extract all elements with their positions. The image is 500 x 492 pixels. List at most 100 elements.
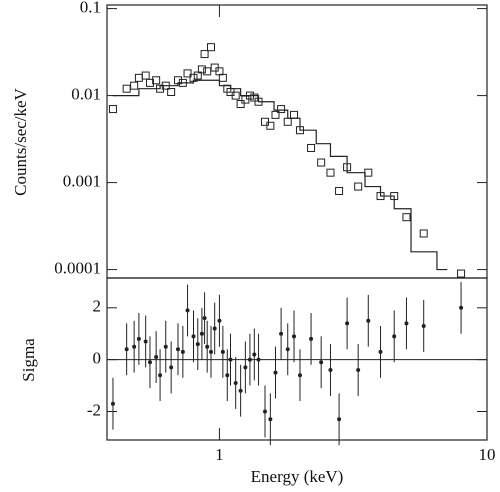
data-point: [231, 91, 240, 100]
residual-point: [185, 308, 190, 313]
residual-point: [292, 334, 297, 339]
data-point: [266, 121, 275, 130]
data-point: [457, 269, 466, 278]
residual-point: [459, 305, 464, 310]
residual-point: [247, 357, 252, 362]
residual-point: [209, 349, 214, 354]
data-point: [250, 93, 259, 102]
data-point: [317, 158, 326, 167]
residual-point: [143, 339, 148, 344]
plot-frame: [106, 4, 488, 279]
data-point: [307, 143, 316, 152]
data-point: [283, 117, 292, 126]
data-point: [364, 168, 373, 177]
y-tick-label: 0.01: [71, 84, 101, 103]
residual-point: [158, 373, 163, 378]
residual-point: [175, 347, 180, 352]
residual-point: [110, 401, 115, 406]
x-tick-label: 10: [479, 445, 496, 464]
data-point: [189, 73, 198, 82]
residual-point: [328, 368, 333, 373]
data-point: [161, 81, 170, 90]
data-point: [173, 76, 182, 85]
data-point: [326, 168, 335, 177]
data-point: [134, 73, 143, 82]
data-point: [343, 163, 352, 172]
data-point: [271, 110, 280, 119]
data-point: [419, 229, 428, 238]
residual-point: [268, 417, 273, 422]
data-point: [354, 182, 363, 191]
residual-point: [136, 336, 141, 341]
residual-point: [202, 316, 207, 321]
data-point: [245, 91, 254, 100]
data-point: [335, 187, 344, 196]
data-point: [193, 71, 202, 80]
residual-point: [252, 352, 257, 357]
data-point: [290, 110, 299, 119]
data-point: [236, 100, 245, 109]
residual-point: [297, 373, 302, 378]
plot-frame: [106, 277, 488, 441]
data-point: [145, 78, 154, 87]
data-point: [277, 105, 286, 114]
data-point: [207, 43, 216, 52]
residual-point: [319, 360, 324, 365]
data-point: [197, 65, 206, 74]
residual-point: [132, 344, 137, 349]
residual-point: [378, 349, 383, 354]
residual-point: [273, 370, 278, 375]
residual-point: [285, 347, 290, 352]
data-point: [200, 50, 209, 59]
residual-point: [337, 417, 342, 422]
residual-point: [392, 334, 397, 339]
y-axis-label: Counts/sec/keV: [11, 87, 30, 195]
residual-point: [205, 344, 210, 349]
residual-point: [279, 331, 284, 336]
y-tick-label: 0.1: [80, 0, 101, 17]
residual-point: [421, 323, 426, 328]
residual-point: [124, 347, 129, 352]
data-point: [402, 213, 411, 222]
residual-point: [366, 318, 371, 323]
residual-point: [225, 373, 230, 378]
data-point: [130, 81, 139, 90]
residual-point: [180, 349, 185, 354]
y-tick-label: 0: [93, 349, 102, 368]
data-point: [152, 76, 161, 85]
residual-point: [243, 365, 248, 370]
y-tick-label: 0.001: [63, 171, 101, 190]
model-step: [112, 79, 448, 271]
residual-point: [256, 357, 261, 362]
residual-point: [212, 326, 217, 331]
residual-point: [195, 342, 200, 347]
residual-point: [228, 357, 233, 362]
residual-point: [220, 349, 225, 354]
data-point: [183, 69, 192, 78]
residual-point: [191, 334, 196, 339]
data-point: [295, 126, 304, 135]
residual-point: [147, 360, 152, 365]
data-point: [390, 192, 399, 201]
y-axis-label: Sigma: [19, 338, 38, 382]
residual-point: [404, 321, 409, 326]
data-point: [376, 192, 385, 201]
x-axis-label: Energy (keV): [251, 467, 344, 486]
residual-point: [345, 321, 350, 326]
data-point: [122, 84, 131, 93]
data-point: [167, 87, 176, 96]
residual-point: [199, 331, 204, 336]
y-tick-label: -2: [87, 400, 101, 419]
data-point: [178, 78, 187, 87]
data-point: [218, 73, 227, 82]
residual-point: [154, 355, 159, 360]
residual-point: [217, 318, 222, 323]
residual-point: [262, 409, 267, 414]
residual-point: [169, 365, 174, 370]
x-tick-label: 1: [215, 445, 224, 464]
residual-point: [309, 336, 314, 341]
residual-point: [233, 380, 238, 385]
y-tick-label: 2: [93, 297, 102, 316]
data-point: [108, 105, 117, 114]
